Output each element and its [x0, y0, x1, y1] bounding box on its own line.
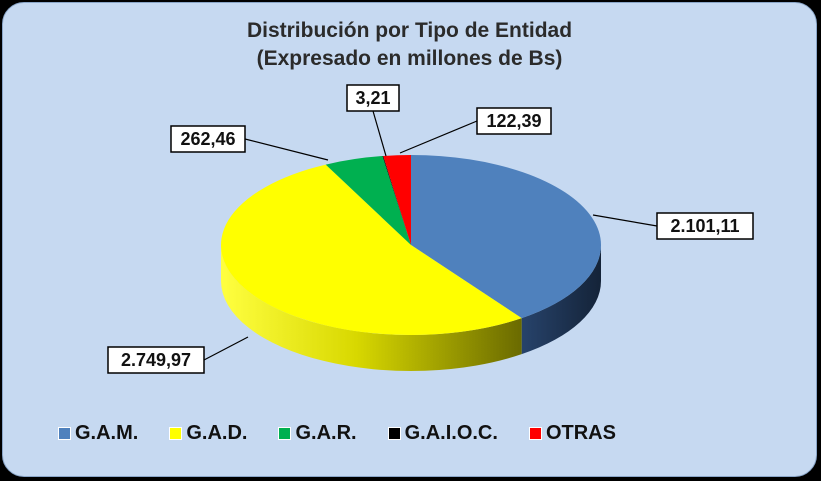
data-label-g-a-m: 2.101,11	[670, 216, 739, 236]
pie-slice-g-a-m	[411, 155, 601, 319]
pie-layer	[220, 155, 601, 371]
legend-item-otras: OTRAS	[528, 422, 616, 445]
data-label-g-a-i-o-c: 3,21	[355, 88, 390, 108]
legend-item-gaioc: G.A.I.O.C.	[387, 422, 498, 445]
data-label-box-g-a-m	[656, 212, 754, 240]
pie-slice-otras	[383, 155, 411, 245]
legend-label-gaioc: G.A.I.O.C.	[404, 422, 498, 444]
legend-label-gar: G.A.R.	[295, 422, 357, 444]
legend-label-gam: G.A.M.	[75, 422, 139, 444]
legend-swatch-gam	[58, 427, 71, 440]
leader-line-g-a-d	[203, 336, 249, 361]
data-label-g-a-d: 2.749,97	[121, 350, 191, 370]
chart-legend: G.A.M. G.A.D. G.A.R. G.A.I.O.C. OTRAS	[58, 422, 647, 445]
legend-item-gar: G.A.R.	[278, 422, 357, 445]
data-label-box-g-a-i-o-c	[346, 84, 400, 112]
leader-line-otras	[399, 120, 478, 154]
pie-slice-g-a-r	[325, 156, 411, 245]
legend-swatch-gad	[169, 427, 183, 440]
leader-line-g-a-i-o-c	[372, 110, 387, 157]
legend-label-gad: G.A.D.	[186, 422, 248, 444]
pie-slice-g-a-d	[220, 164, 522, 335]
pie-slice-g-a-i-o-c	[382, 155, 411, 245]
data-label-box-g-a-r	[170, 125, 246, 153]
data-label-otras: 122,39	[486, 111, 541, 131]
legend-swatch-otras	[528, 427, 542, 440]
label-layer: 2.101,11 2.749,97 262,46 3,21 122,39	[107, 84, 754, 374]
legend-swatch-gaioc	[387, 427, 401, 440]
legend-label-otras: OTRAS	[545, 422, 616, 444]
chart-title-block: Distribución por Tipo de Entidad (Expres…	[3, 17, 816, 73]
data-label-g-a-r: 262,46	[180, 129, 235, 149]
pie-side-g-a-d	[221, 245, 522, 371]
pie-chart: 2.101,11 2.749,97 262,46 3,21 122,39	[107, 84, 754, 374]
chart-title: Distribución por Tipo de Entidad	[246, 19, 573, 42]
data-label-box-g-a-d	[107, 346, 205, 374]
pie-side-g-a-m	[521, 245, 601, 355]
data-label-box-otras	[476, 107, 552, 135]
leader-line-g-a-m	[592, 214, 658, 227]
legend-item-gam: G.A.M.	[58, 422, 138, 445]
chart-subtitle: (Expresado en millones de Bs)	[256, 47, 563, 70]
legend-swatch-gar	[278, 427, 292, 440]
legend-item-gad: G.A.D.	[169, 422, 247, 445]
leader-line-g-a-r	[244, 138, 329, 161]
